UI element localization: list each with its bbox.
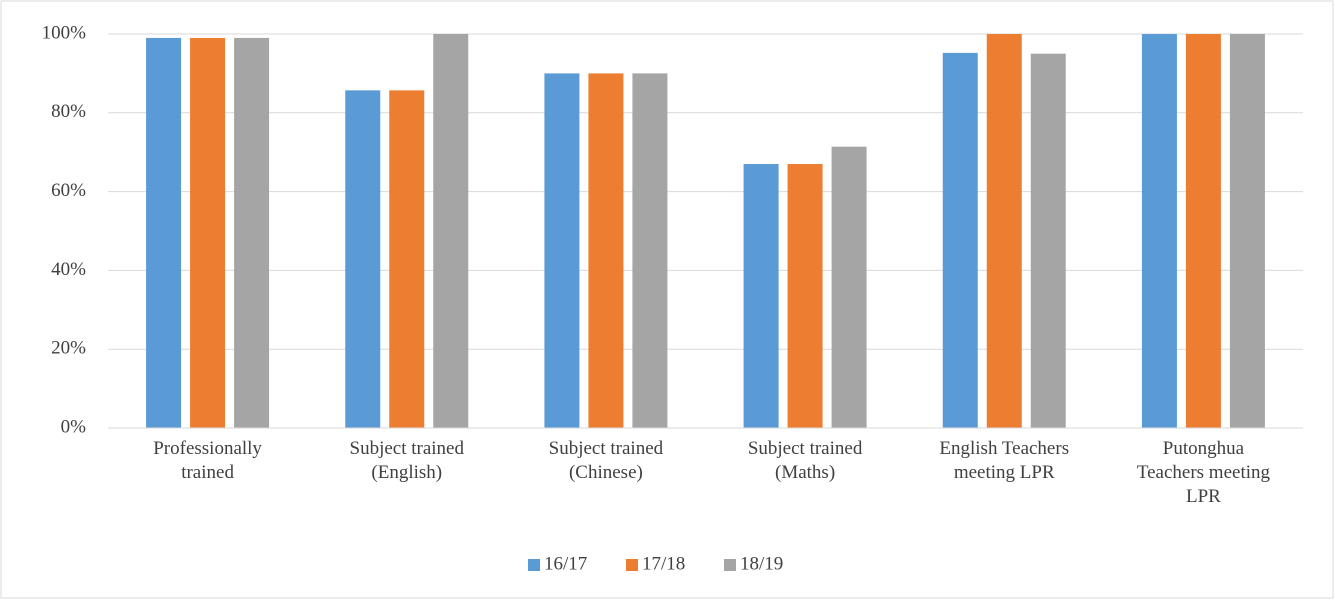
legend-swatch <box>626 559 638 571</box>
bar <box>234 37 270 428</box>
legend-swatch <box>528 559 540 571</box>
x-tick-label: Subject trained (Chinese) <box>549 438 664 483</box>
legend-label: 16/17 <box>544 553 587 574</box>
bar <box>146 37 182 428</box>
bar <box>787 164 823 428</box>
bar <box>544 73 580 429</box>
bar <box>1030 53 1066 428</box>
y-tick-label: 0% <box>61 416 87 437</box>
bar <box>190 37 226 428</box>
bar <box>1141 34 1177 428</box>
x-tick-label: Subject trained (Maths) <box>748 438 863 483</box>
y-tick-label: 100% <box>42 22 87 43</box>
y-tick-label: 80% <box>51 101 86 122</box>
bar <box>345 90 381 428</box>
legend-label: 17/18 <box>642 553 685 574</box>
bar <box>389 90 425 428</box>
x-tick-label: Putonghua Teachers meeting LPR <box>1137 438 1271 507</box>
bar <box>743 164 779 428</box>
x-tick-label: Subject trained (English) <box>350 438 465 483</box>
legend-label: 18/19 <box>740 553 783 574</box>
y-tick-label: 20% <box>51 338 86 359</box>
bar <box>942 52 978 429</box>
bar <box>1229 34 1265 428</box>
y-tick-label: 40% <box>51 259 86 280</box>
bar <box>831 146 867 428</box>
x-tick-label: Professionally trained <box>153 438 262 483</box>
y-tick-label: 60% <box>51 180 86 201</box>
bar <box>986 34 1022 428</box>
bar <box>588 73 624 429</box>
bar <box>433 34 469 428</box>
bar <box>632 73 668 429</box>
bar <box>1185 34 1221 428</box>
legend-swatch <box>724 559 736 571</box>
x-tick-label: English Teachers meeting LPR <box>939 438 1069 483</box>
